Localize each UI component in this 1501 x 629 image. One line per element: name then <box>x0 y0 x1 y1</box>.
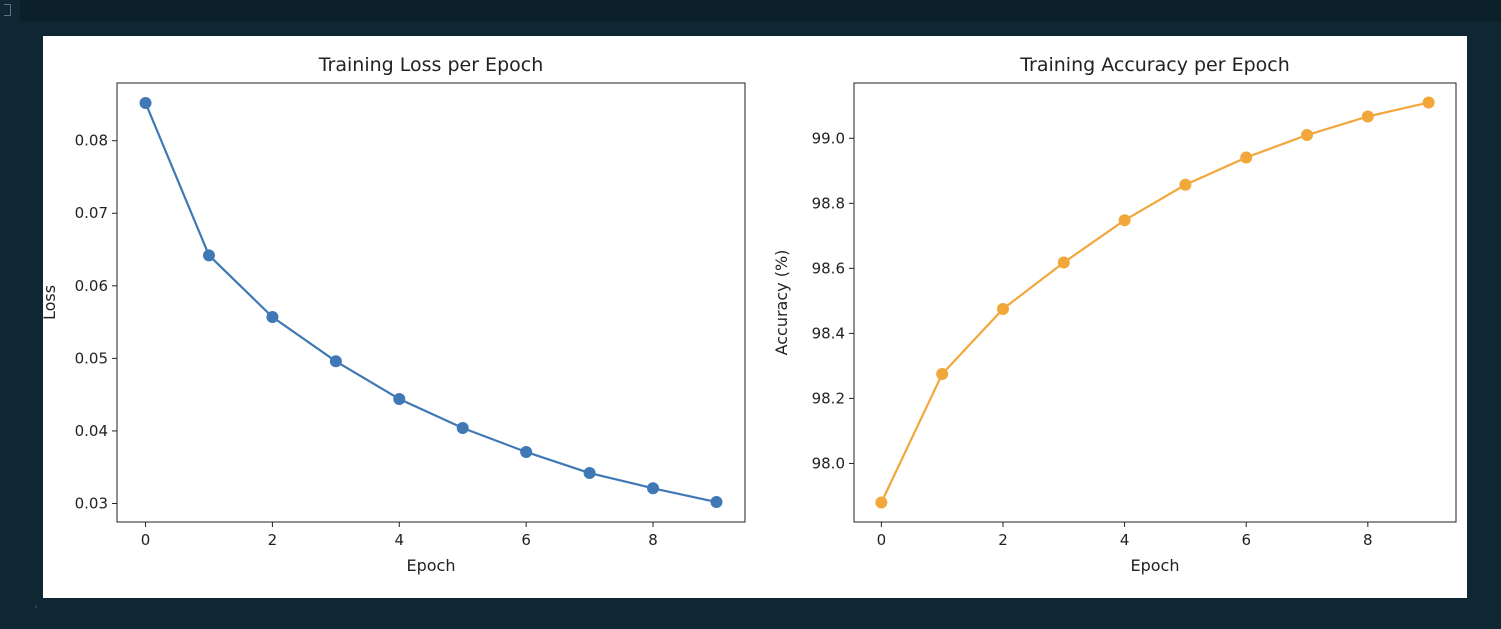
data-point <box>139 96 152 109</box>
data-point <box>875 496 888 509</box>
figure: Training Loss per Epoch 0 2 4 6 8 0.03 0.04 0.05… <box>40 54 1457 575</box>
data-point <box>520 445 533 458</box>
chart-title: Training Loss per Epoch <box>318 54 544 76</box>
x-tick-label: 2 <box>998 531 1008 549</box>
chart-2: Training Accuracy per Epoch 0 2 4 6 8 98.0 98.2… <box>772 54 1457 575</box>
x-tick-label: 6 <box>521 531 531 549</box>
data-point <box>1240 151 1253 164</box>
data-point <box>329 355 342 368</box>
data-point <box>456 422 469 435</box>
data-point <box>393 393 406 406</box>
cell-marker-icon[interactable] <box>4 4 11 16</box>
data-point <box>996 303 1009 316</box>
x-axis-label: Epoch <box>1131 556 1180 575</box>
data-point <box>202 249 215 262</box>
y-tick-label: 0.08 <box>75 132 108 150</box>
plot-frame <box>116 82 746 523</box>
x-tick-label: 8 <box>1363 531 1373 549</box>
data-point <box>1301 129 1314 142</box>
data-point <box>1179 178 1192 191</box>
y-tick-label: 98.6 <box>812 259 845 277</box>
data-point <box>583 467 596 480</box>
chart-title: Training Accuracy per Epoch <box>1019 54 1290 76</box>
data-point <box>1361 110 1374 123</box>
data-point <box>647 482 660 495</box>
y-tick-label: 98.4 <box>812 324 845 342</box>
y-tick-label: 0.04 <box>75 422 108 440</box>
data-point <box>1422 96 1435 109</box>
y-tick-label: 0.07 <box>75 204 108 222</box>
series-line <box>144 102 717 504</box>
data-point <box>936 368 949 381</box>
cell-output: Training Loss per Epoch 0 2 4 6 8 0.03 0.04 0.05… <box>40 36 1467 598</box>
x-tick-label: 0 <box>877 531 887 549</box>
y-axis-label: Loss <box>43 285 59 320</box>
data-point <box>710 496 723 509</box>
y-tick-label: 0.03 <box>75 494 108 512</box>
x-tick-label: 8 <box>648 531 658 549</box>
y-tick-label: 98.0 <box>812 454 845 472</box>
x-tick-label: 6 <box>1241 531 1251 549</box>
scroll-left-icon[interactable]: ‹ <box>34 602 38 612</box>
data-point <box>266 311 279 324</box>
x-tick-label: 2 <box>268 531 278 549</box>
cell-gutter <box>0 0 18 629</box>
y-axis-label: Accuracy (%) <box>772 250 791 356</box>
data-point <box>1057 256 1070 269</box>
y-tick-label: 99.0 <box>812 129 845 147</box>
x-tick-label: 0 <box>141 531 151 549</box>
x-axis-label: Epoch <box>407 556 456 575</box>
series-line <box>880 101 1429 503</box>
plot-frame <box>853 82 1457 523</box>
cell-top-bar <box>20 0 1501 22</box>
x-tick-label: 4 <box>1120 531 1130 549</box>
y-tick-label: 98.2 <box>812 389 845 407</box>
y-tick-label: 0.06 <box>75 277 108 295</box>
x-tick-label: 4 <box>395 531 405 549</box>
y-tick-label: 0.05 <box>75 349 108 367</box>
y-tick-label: 98.8 <box>812 194 845 212</box>
chart-1: Training Loss per Epoch 0 2 4 6 8 0.03 0.04 0.05… <box>40 54 746 575</box>
data-point <box>1118 214 1131 227</box>
